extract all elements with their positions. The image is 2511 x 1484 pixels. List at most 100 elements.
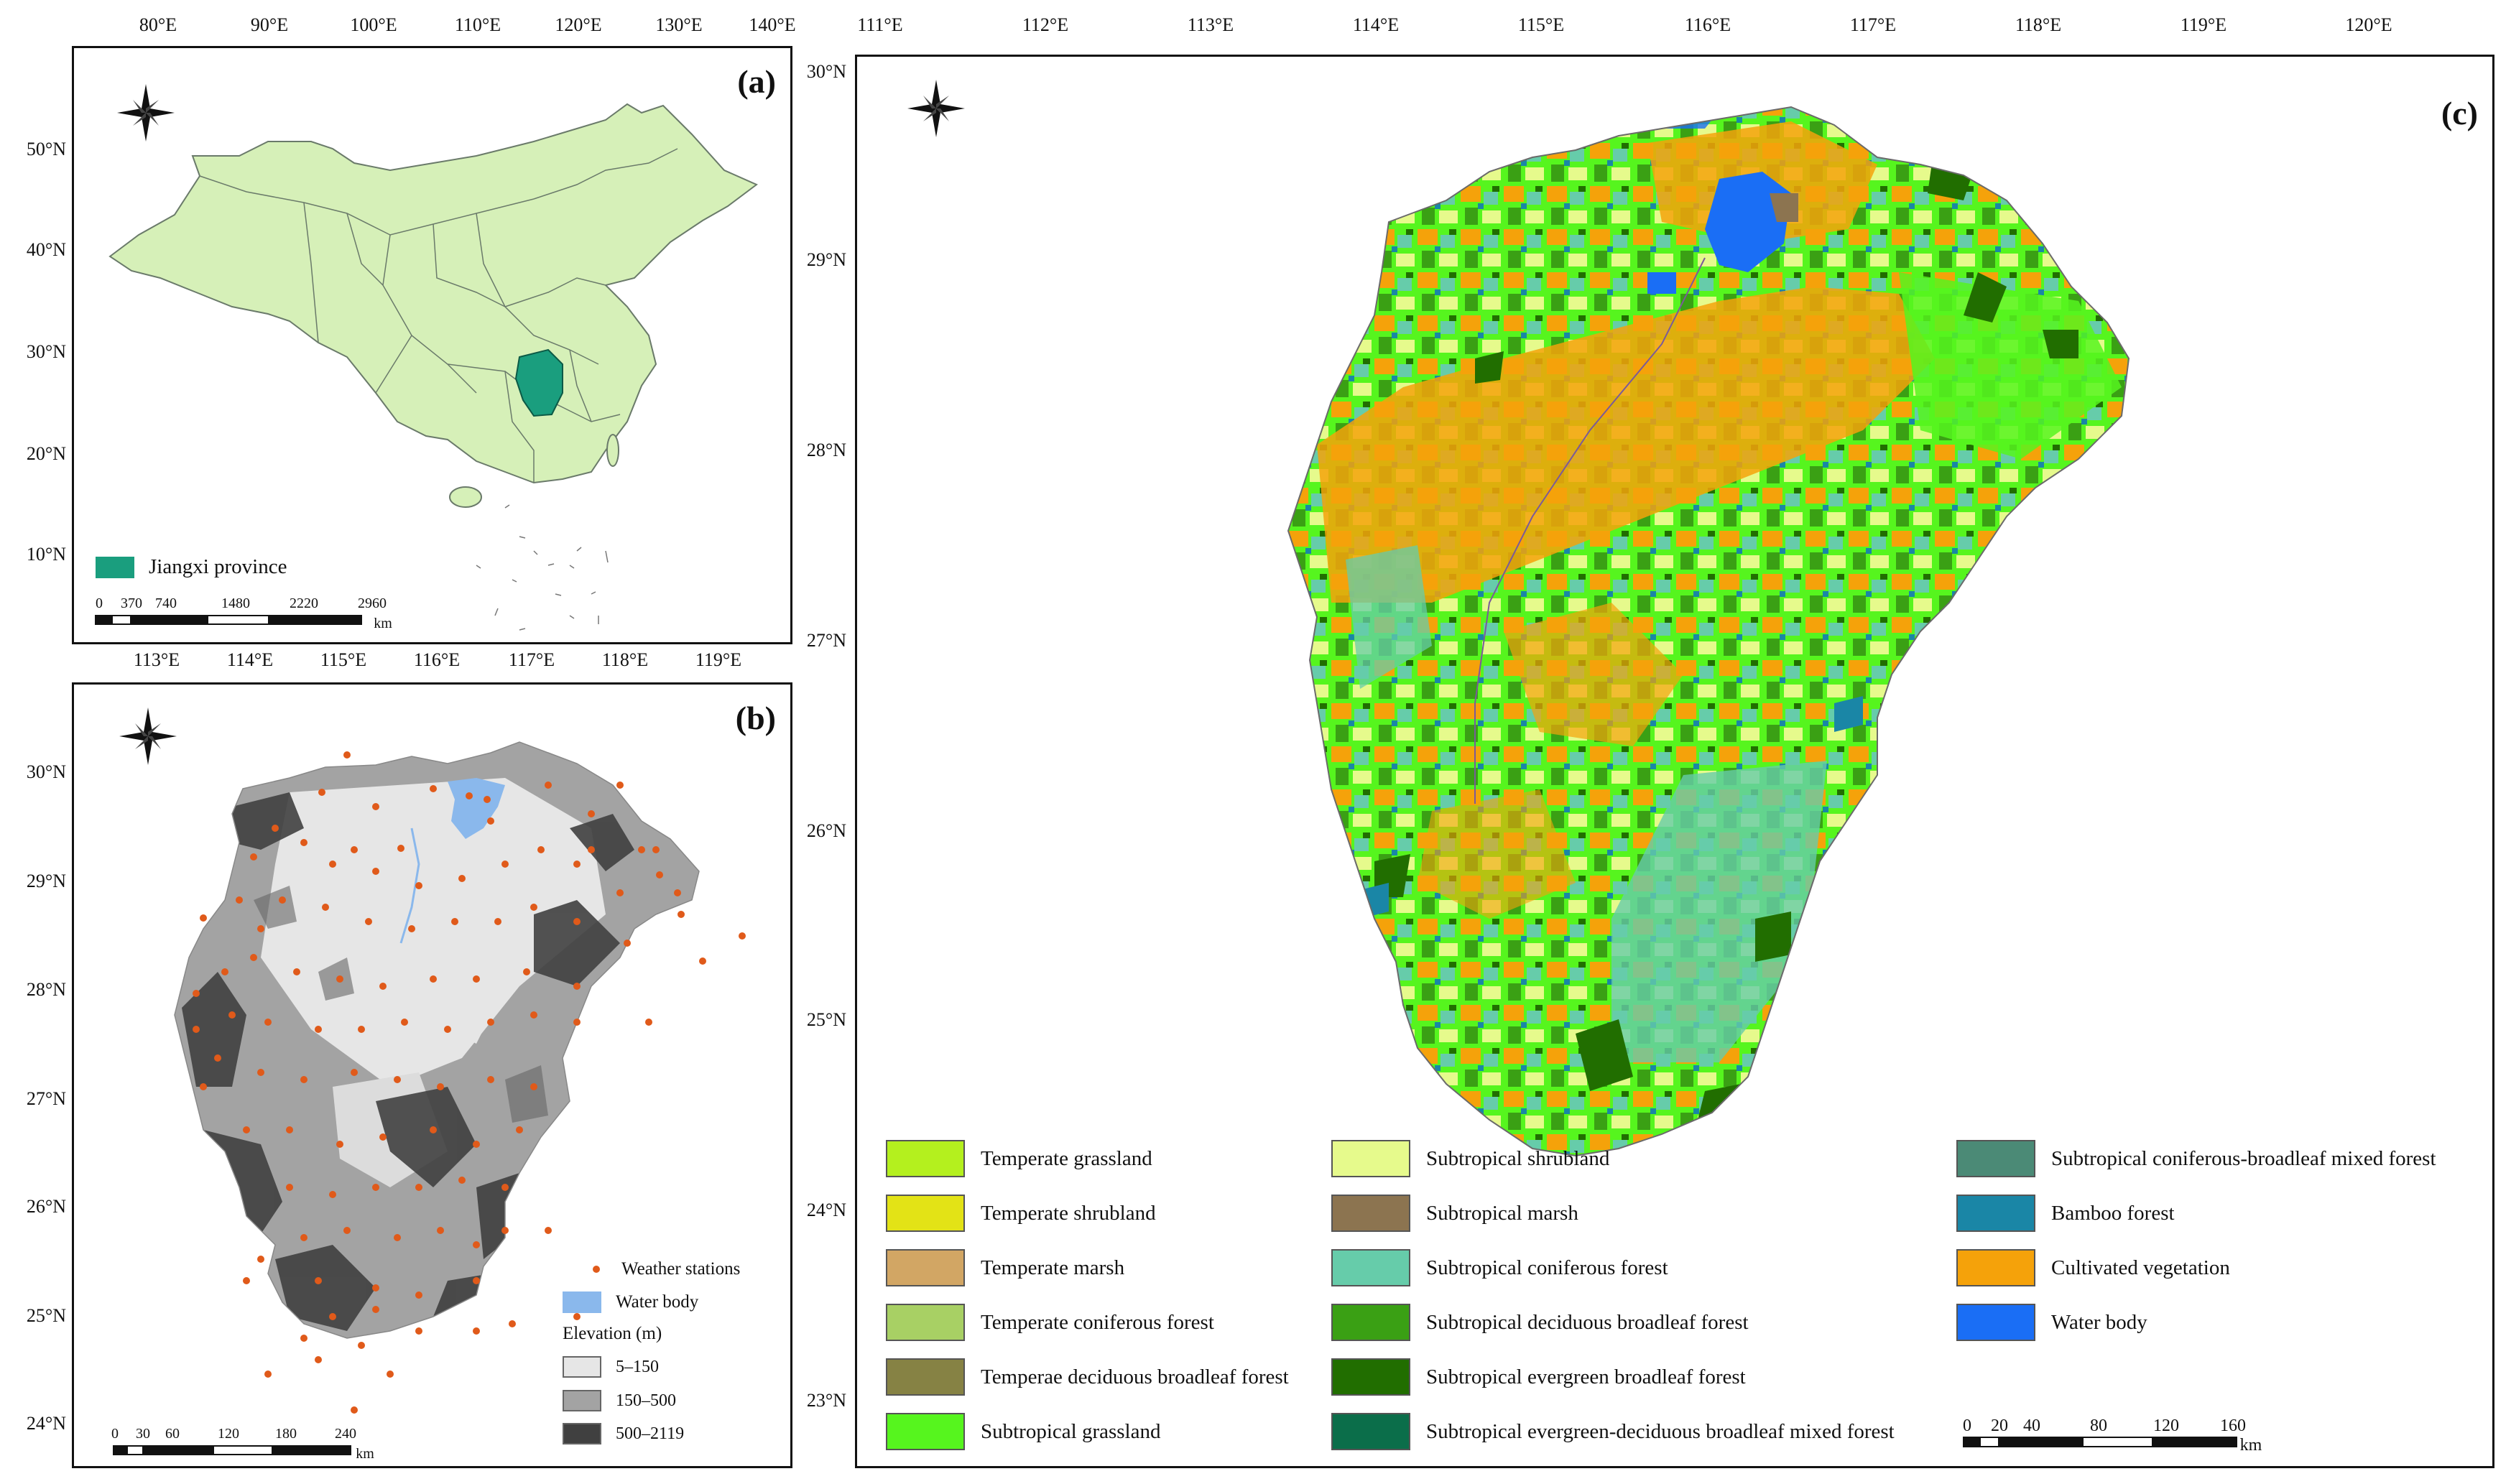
panel-b-elevation-map: (b) Weather stations Water body Elevatio… [72, 682, 792, 1468]
tick-lon: 112°E [1022, 14, 1069, 35]
legend-item: Temperate shrubland [886, 1195, 1156, 1232]
taiwan-island [606, 434, 619, 467]
legend-item: Temperate grassland [886, 1140, 1152, 1177]
legend-item: Subtropical grassland [886, 1413, 1160, 1450]
legend-jiangxi: Jiangxi province [96, 555, 287, 579]
legend-elev-2: 150–500 [563, 1390, 676, 1411]
legend-item: Subtropical marsh [1331, 1195, 1578, 1232]
scale-tick: 2960 [358, 595, 387, 611]
hainan-island [449, 486, 482, 508]
legend-item: Bamboo forest [1956, 1195, 2175, 1232]
tick-lon: 116°E [1684, 14, 1731, 35]
legend-swatch [1331, 1140, 1410, 1177]
legend-swatch [1956, 1304, 2035, 1341]
legend-swatch [1331, 1195, 1410, 1232]
panel-b-scalebar [113, 1445, 351, 1455]
panel-a-map-svg [95, 84, 758, 631]
elev-swatch-mid [563, 1390, 601, 1411]
scale-tick: 2220 [290, 595, 318, 611]
tick-lon: 90°E [250, 14, 289, 35]
tick-lat: 29°N [806, 249, 846, 270]
tick-lat: 28°N [806, 440, 846, 460]
tick-lat: 40°N [26, 239, 66, 260]
legend-swatch [1331, 1358, 1410, 1396]
scale-tick: 1480 [221, 595, 250, 611]
panel-c-vegetation-map: (c) Temperate grassland Temperate shrubl… [855, 55, 2494, 1468]
legend-label: Temperate marsh [981, 1256, 1125, 1279]
legend-item: Temperae deciduous broadleaf forest [886, 1358, 1289, 1396]
scale-tick: 0 [111, 1426, 119, 1442]
scale-tick: 60 [165, 1426, 180, 1442]
scale-tick: 740 [155, 595, 177, 611]
legend-label: Temperate shrubland [981, 1201, 1156, 1225]
legend-elev-2-label: 150–500 [616, 1391, 676, 1410]
scale-tick: 120 [218, 1426, 239, 1442]
elev-swatch-low [563, 1356, 601, 1378]
legend-elev-1: 5–150 [563, 1356, 659, 1378]
legend-item: Subtropical deciduous broadleaf forest [1331, 1304, 1749, 1341]
legend-item: Subtropical evergreen broadleaf forest [1331, 1358, 1746, 1396]
legend-jiangxi-label: Jiangxi province [149, 555, 287, 578]
tick-lon: 117°E [508, 649, 555, 670]
legend-label: Subtropical evergreen-deciduous broadlea… [1426, 1419, 1895, 1443]
legend-item: Subtropical shrubland [1331, 1140, 1609, 1177]
station-dot-icon [593, 1266, 600, 1273]
scale-unit: km [356, 1446, 374, 1462]
tick-lon: 100°E [350, 14, 397, 35]
scale-tick: 0 [96, 595, 103, 611]
tick-lat: 24°N [806, 1200, 846, 1220]
north-arrow-icon [119, 708, 177, 765]
legend-label: Subtropical coniferous-broadleaf mixed f… [2051, 1146, 2436, 1170]
tick-lat: 10°N [26, 544, 66, 565]
scale-tick: 20 [1991, 1416, 2008, 1435]
tick-lon: 110°E [454, 14, 501, 35]
tick-lon: 114°E [1352, 14, 1400, 35]
legend-elev-3: 500–2119 [563, 1423, 684, 1444]
legend-item: Water body [1956, 1304, 2147, 1341]
scale-tick: 80 [2090, 1416, 2107, 1435]
legend-label: Cultivated vegetation [2051, 1256, 2230, 1279]
china-outline [108, 103, 758, 484]
jiangxi-outline-c [1287, 106, 2130, 1157]
legend-water-label: Water body [616, 1292, 699, 1312]
scale-tick: 120 [2153, 1416, 2179, 1435]
south-sea-islands [476, 504, 609, 631]
tick-lat: 30°N [806, 61, 846, 82]
panel-c-tag: (c) [2441, 95, 2478, 131]
legend-item: Subtropical coniferous forest [1331, 1249, 1668, 1286]
legend-item: Temperate marsh [886, 1249, 1124, 1286]
north-arrow-icon [907, 80, 965, 137]
tick-lat: 50°N [26, 139, 66, 159]
legend-elevation-title: Elevation (m) [563, 1324, 662, 1344]
legend-item: Temperate coniferous forest [886, 1304, 1214, 1341]
tick-lat: 29°N [26, 871, 66, 891]
legend-swatch [1331, 1413, 1410, 1450]
panel-a-tag: (a) [737, 63, 776, 100]
tick-lon: 115°E [1517, 14, 1565, 35]
legend-swatch [1331, 1304, 1410, 1341]
tick-lon: 80°E [139, 14, 177, 35]
legend-item: Subtropical evergreen-deciduous broadlea… [1331, 1413, 1895, 1450]
legend-swatch [1956, 1195, 2035, 1232]
legend-label: Water body [2051, 1310, 2147, 1334]
scale-tick: 40 [2023, 1416, 2040, 1435]
tick-lon: 130°E [655, 14, 703, 35]
legend-label: Subtropical coniferous forest [1426, 1256, 1668, 1279]
elev-swatch-high [563, 1423, 601, 1444]
legend-label: Temperae deciduous broadleaf forest [981, 1365, 1289, 1388]
scale-tick: 180 [275, 1426, 297, 1442]
tick-lon: 113°E [133, 649, 180, 670]
panel-b-tag: (b) [735, 700, 776, 736]
tick-lat: 28°N [26, 979, 66, 1000]
legend-elev-1-label: 5–150 [616, 1357, 659, 1376]
panel-a-scalebar [95, 615, 362, 625]
gan-river [1474, 257, 1706, 804]
scale-unit: km [2239, 1436, 2262, 1455]
tick-lon: 120°E [2345, 14, 2392, 35]
scale-tick: 0 [1963, 1416, 1971, 1435]
legend-label: Subtropical shrubland [1426, 1146, 1610, 1170]
legend-label: Subtropical evergreen broadleaf forest [1426, 1365, 1746, 1388]
legend-swatch [886, 1358, 965, 1396]
tick-lat: 30°N [26, 341, 66, 362]
legend-label: Subtropical marsh [1426, 1201, 1578, 1225]
